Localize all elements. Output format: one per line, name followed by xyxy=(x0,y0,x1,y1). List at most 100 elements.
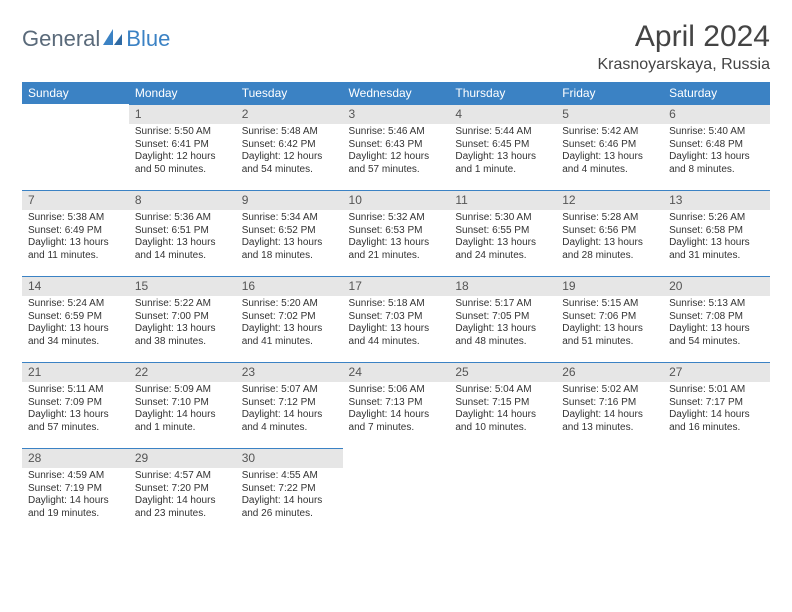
day-body: Sunrise: 5:04 AMSunset: 7:15 PMDaylight:… xyxy=(449,382,556,438)
day-sunrise: Sunrise: 5:22 AM xyxy=(135,298,230,311)
day-sunrise: Sunrise: 5:38 AM xyxy=(28,212,123,225)
calendar-day: 10Sunrise: 5:32 AMSunset: 6:53 PMDayligh… xyxy=(343,190,450,276)
calendar-week: 7Sunrise: 5:38 AMSunset: 6:49 PMDaylight… xyxy=(22,190,770,276)
day-sunset: Sunset: 7:09 PM xyxy=(28,397,123,410)
day-number: 22 xyxy=(129,362,236,382)
day-sunset: Sunset: 6:52 PM xyxy=(242,225,337,238)
day-sunrise: Sunrise: 5:44 AM xyxy=(455,126,550,139)
day-daylight: Daylight: 13 hours and 57 minutes. xyxy=(28,409,123,434)
calendar-week: 28Sunrise: 4:59 AMSunset: 7:19 PMDayligh… xyxy=(22,448,770,534)
day-daylight: Daylight: 13 hours and 14 minutes. xyxy=(135,237,230,262)
calendar-day: 17Sunrise: 5:18 AMSunset: 7:03 PMDayligh… xyxy=(343,276,450,362)
day-body: Sunrise: 5:06 AMSunset: 7:13 PMDaylight:… xyxy=(343,382,450,438)
day-sunset: Sunset: 7:08 PM xyxy=(669,311,764,324)
day-sunrise: Sunrise: 4:59 AM xyxy=(28,470,123,483)
calendar-day: 27Sunrise: 5:01 AMSunset: 7:17 PMDayligh… xyxy=(663,362,770,448)
day-body: Sunrise: 5:18 AMSunset: 7:03 PMDaylight:… xyxy=(343,296,450,352)
day-number: 3 xyxy=(343,104,450,124)
day-daylight: Daylight: 13 hours and 4 minutes. xyxy=(562,151,657,176)
day-body: Sunrise: 5:40 AMSunset: 6:48 PMDaylight:… xyxy=(663,124,770,180)
logo-sail-icon xyxy=(102,27,124,52)
day-number: 1 xyxy=(129,104,236,124)
day-sunset: Sunset: 7:10 PM xyxy=(135,397,230,410)
calendar-day xyxy=(449,448,556,534)
day-sunrise: Sunrise: 5:09 AM xyxy=(135,384,230,397)
day-sunset: Sunset: 7:12 PM xyxy=(242,397,337,410)
day-number: 19 xyxy=(556,276,663,296)
day-daylight: Daylight: 13 hours and 1 minute. xyxy=(455,151,550,176)
day-number: 6 xyxy=(663,104,770,124)
day-daylight: Daylight: 14 hours and 7 minutes. xyxy=(349,409,444,434)
day-sunrise: Sunrise: 5:17 AM xyxy=(455,298,550,311)
day-body: Sunrise: 5:22 AMSunset: 7:00 PMDaylight:… xyxy=(129,296,236,352)
day-number: 7 xyxy=(22,190,129,210)
calendar-day: 8Sunrise: 5:36 AMSunset: 6:51 PMDaylight… xyxy=(129,190,236,276)
day-body: Sunrise: 5:15 AMSunset: 7:06 PMDaylight:… xyxy=(556,296,663,352)
weekday-header: Tuesday xyxy=(236,82,343,104)
day-sunrise: Sunrise: 5:42 AM xyxy=(562,126,657,139)
day-number: 23 xyxy=(236,362,343,382)
calendar-day: 11Sunrise: 5:30 AMSunset: 6:55 PMDayligh… xyxy=(449,190,556,276)
day-sunrise: Sunrise: 5:50 AM xyxy=(135,126,230,139)
weekday-header: Saturday xyxy=(663,82,770,104)
calendar-day: 25Sunrise: 5:04 AMSunset: 7:15 PMDayligh… xyxy=(449,362,556,448)
day-daylight: Daylight: 13 hours and 41 minutes. xyxy=(242,323,337,348)
day-daylight: Daylight: 13 hours and 28 minutes. xyxy=(562,237,657,262)
day-daylight: Daylight: 13 hours and 21 minutes. xyxy=(349,237,444,262)
day-daylight: Daylight: 14 hours and 4 minutes. xyxy=(242,409,337,434)
location: Krasnoyarskaya, Russia xyxy=(597,56,770,74)
day-sunset: Sunset: 6:51 PM xyxy=(135,225,230,238)
month-title: April 2024 xyxy=(597,20,770,54)
day-daylight: Daylight: 12 hours and 57 minutes. xyxy=(349,151,444,176)
day-sunrise: Sunrise: 5:06 AM xyxy=(349,384,444,397)
day-daylight: Daylight: 13 hours and 38 minutes. xyxy=(135,323,230,348)
day-body: Sunrise: 5:17 AMSunset: 7:05 PMDaylight:… xyxy=(449,296,556,352)
day-body: Sunrise: 5:28 AMSunset: 6:56 PMDaylight:… xyxy=(556,210,663,266)
calendar-day: 18Sunrise: 5:17 AMSunset: 7:05 PMDayligh… xyxy=(449,276,556,362)
day-sunset: Sunset: 7:20 PM xyxy=(135,483,230,496)
day-number: 26 xyxy=(556,362,663,382)
day-sunrise: Sunrise: 5:18 AM xyxy=(349,298,444,311)
calendar-day: 9Sunrise: 5:34 AMSunset: 6:52 PMDaylight… xyxy=(236,190,343,276)
calendar-day: 7Sunrise: 5:38 AMSunset: 6:49 PMDaylight… xyxy=(22,190,129,276)
day-daylight: Daylight: 14 hours and 1 minute. xyxy=(135,409,230,434)
day-sunset: Sunset: 7:03 PM xyxy=(349,311,444,324)
calendar-table: SundayMondayTuesdayWednesdayThursdayFrid… xyxy=(22,82,770,534)
day-body: Sunrise: 5:11 AMSunset: 7:09 PMDaylight:… xyxy=(22,382,129,438)
day-daylight: Daylight: 13 hours and 31 minutes. xyxy=(669,237,764,262)
day-number: 16 xyxy=(236,276,343,296)
day-number: 13 xyxy=(663,190,770,210)
day-sunrise: Sunrise: 5:40 AM xyxy=(669,126,764,139)
calendar-day: 3Sunrise: 5:46 AMSunset: 6:43 PMDaylight… xyxy=(343,104,450,190)
day-daylight: Daylight: 13 hours and 18 minutes. xyxy=(242,237,337,262)
calendar-day: 15Sunrise: 5:22 AMSunset: 7:00 PMDayligh… xyxy=(129,276,236,362)
day-daylight: Daylight: 13 hours and 54 minutes. xyxy=(669,323,764,348)
day-sunset: Sunset: 6:53 PM xyxy=(349,225,444,238)
calendar-day: 1Sunrise: 5:50 AMSunset: 6:41 PMDaylight… xyxy=(129,104,236,190)
calendar-week: 21Sunrise: 5:11 AMSunset: 7:09 PMDayligh… xyxy=(22,362,770,448)
day-number: 15 xyxy=(129,276,236,296)
day-daylight: Daylight: 13 hours and 51 minutes. xyxy=(562,323,657,348)
logo: General Blue xyxy=(22,20,170,52)
day-body: Sunrise: 5:44 AMSunset: 6:45 PMDaylight:… xyxy=(449,124,556,180)
weekday-header: Thursday xyxy=(449,82,556,104)
day-sunset: Sunset: 7:05 PM xyxy=(455,311,550,324)
calendar-day: 5Sunrise: 5:42 AMSunset: 6:46 PMDaylight… xyxy=(556,104,663,190)
calendar-day: 13Sunrise: 5:26 AMSunset: 6:58 PMDayligh… xyxy=(663,190,770,276)
day-body: Sunrise: 5:34 AMSunset: 6:52 PMDaylight:… xyxy=(236,210,343,266)
day-daylight: Daylight: 13 hours and 8 minutes. xyxy=(669,151,764,176)
day-sunrise: Sunrise: 5:04 AM xyxy=(455,384,550,397)
logo-text-blue: Blue xyxy=(126,26,170,52)
day-sunrise: Sunrise: 5:46 AM xyxy=(349,126,444,139)
day-sunrise: Sunrise: 5:11 AM xyxy=(28,384,123,397)
day-sunrise: Sunrise: 4:55 AM xyxy=(242,470,337,483)
logo-text-general: General xyxy=(22,26,100,52)
day-body: Sunrise: 5:38 AMSunset: 6:49 PMDaylight:… xyxy=(22,210,129,266)
day-sunrise: Sunrise: 5:28 AM xyxy=(562,212,657,225)
calendar-day: 24Sunrise: 5:06 AMSunset: 7:13 PMDayligh… xyxy=(343,362,450,448)
day-body: Sunrise: 5:30 AMSunset: 6:55 PMDaylight:… xyxy=(449,210,556,266)
day-sunset: Sunset: 7:19 PM xyxy=(28,483,123,496)
day-body: Sunrise: 5:42 AMSunset: 6:46 PMDaylight:… xyxy=(556,124,663,180)
day-daylight: Daylight: 13 hours and 24 minutes. xyxy=(455,237,550,262)
day-body: Sunrise: 5:01 AMSunset: 7:17 PMDaylight:… xyxy=(663,382,770,438)
